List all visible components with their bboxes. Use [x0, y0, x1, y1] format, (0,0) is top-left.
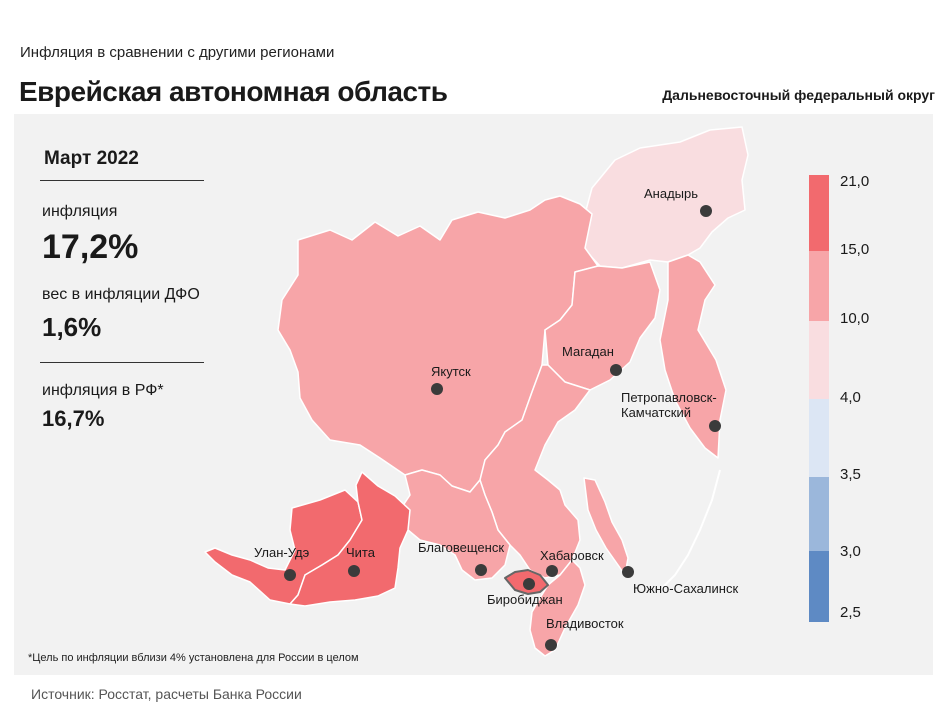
legend-swatch-1 — [809, 175, 829, 251]
city-label-petropavlovsk-1: Петропавловск- — [621, 390, 717, 405]
legend-swatch-2 — [809, 251, 829, 321]
city-label-vladivostok: Владивосток — [546, 616, 624, 631]
subtitle: Инфляция в сравнении с другими регионами — [20, 44, 335, 61]
legend-swatch-5 — [809, 477, 829, 551]
legend-color-bar — [809, 175, 829, 622]
legend-label-1: 21,0 — [840, 173, 870, 190]
legend-swatch-3 — [809, 321, 829, 399]
weight-label: вес в инфляции ДФО — [42, 286, 200, 303]
source-note: Источник: Росстат, расчеты Банка России — [31, 686, 302, 702]
city-label-yuzhno: Южно-Сахалинск — [633, 581, 738, 596]
district-label: Дальневосточный федеральный округ — [662, 87, 935, 103]
page-title: Еврейская автономная область — [19, 76, 448, 107]
region-amur[interactable] — [399, 469, 511, 581]
city-label-khabarovsk: Хабаровск — [540, 548, 604, 563]
city-label-ulan-ude: Улан-Удэ — [254, 545, 310, 560]
city-marker-magadan[interactable] — [610, 364, 622, 376]
legend-label-4: 4,0 — [840, 389, 861, 406]
city-label-blagoveshchensk: Благовещенск — [418, 540, 504, 555]
region-primorsky[interactable] — [529, 559, 586, 657]
legend-label-7: 2,5 — [840, 604, 861, 621]
legend-label-6: 3,0 — [840, 543, 861, 560]
kuril-islands-line — [659, 469, 721, 591]
city-label-yakutsk: Якутск — [431, 364, 471, 379]
city-marker-yuzhno[interactable] — [622, 566, 634, 578]
city-marker-vladivostok[interactable] — [545, 639, 557, 651]
city-label-anadyr: Анадырь — [644, 186, 698, 201]
legend-label-3: 10,0 — [840, 310, 870, 327]
region-zabaykalsky[interactable] — [289, 471, 411, 607]
legend-swatch-4 — [809, 399, 829, 477]
legend-label-2: 15,0 — [840, 241, 870, 258]
city-label-chita: Чита — [346, 545, 376, 560]
inflation-value: 17,2% — [42, 228, 139, 266]
rf-inflation-label: инфляция в РФ* — [42, 382, 164, 399]
city-marker-chita[interactable] — [348, 565, 360, 577]
legend-label-5: 3,5 — [840, 466, 861, 483]
footnote: *Цель по инфляции вблизи 4% установлена … — [28, 652, 359, 664]
city-marker-petropavlovsk[interactable] — [709, 420, 721, 432]
city-marker-yakutsk[interactable] — [431, 383, 443, 395]
divider-top — [40, 180, 204, 181]
divider-bottom — [40, 362, 204, 363]
city-marker-khabarovsk[interactable] — [546, 565, 558, 577]
legend-swatch-6 — [809, 551, 829, 622]
inflation-label: инфляция — [42, 203, 118, 220]
city-marker-blagoveshchensk[interactable] — [475, 564, 487, 576]
rf-inflation-value: 16,7% — [42, 406, 105, 431]
city-label-petropavlovsk-2: Камчатский — [621, 405, 691, 420]
weight-value: 1,6% — [42, 312, 102, 342]
date-label: Март 2022 — [44, 148, 139, 169]
city-marker-ulan-ude[interactable] — [284, 569, 296, 581]
city-marker-birobidzhan[interactable] — [523, 578, 535, 590]
city-marker-anadyr[interactable] — [700, 205, 712, 217]
region-kamchatka[interactable] — [659, 254, 727, 459]
city-label-birobidzhan: Биробиджан — [487, 592, 563, 607]
city-label-magadan: Магадан — [562, 344, 614, 359]
